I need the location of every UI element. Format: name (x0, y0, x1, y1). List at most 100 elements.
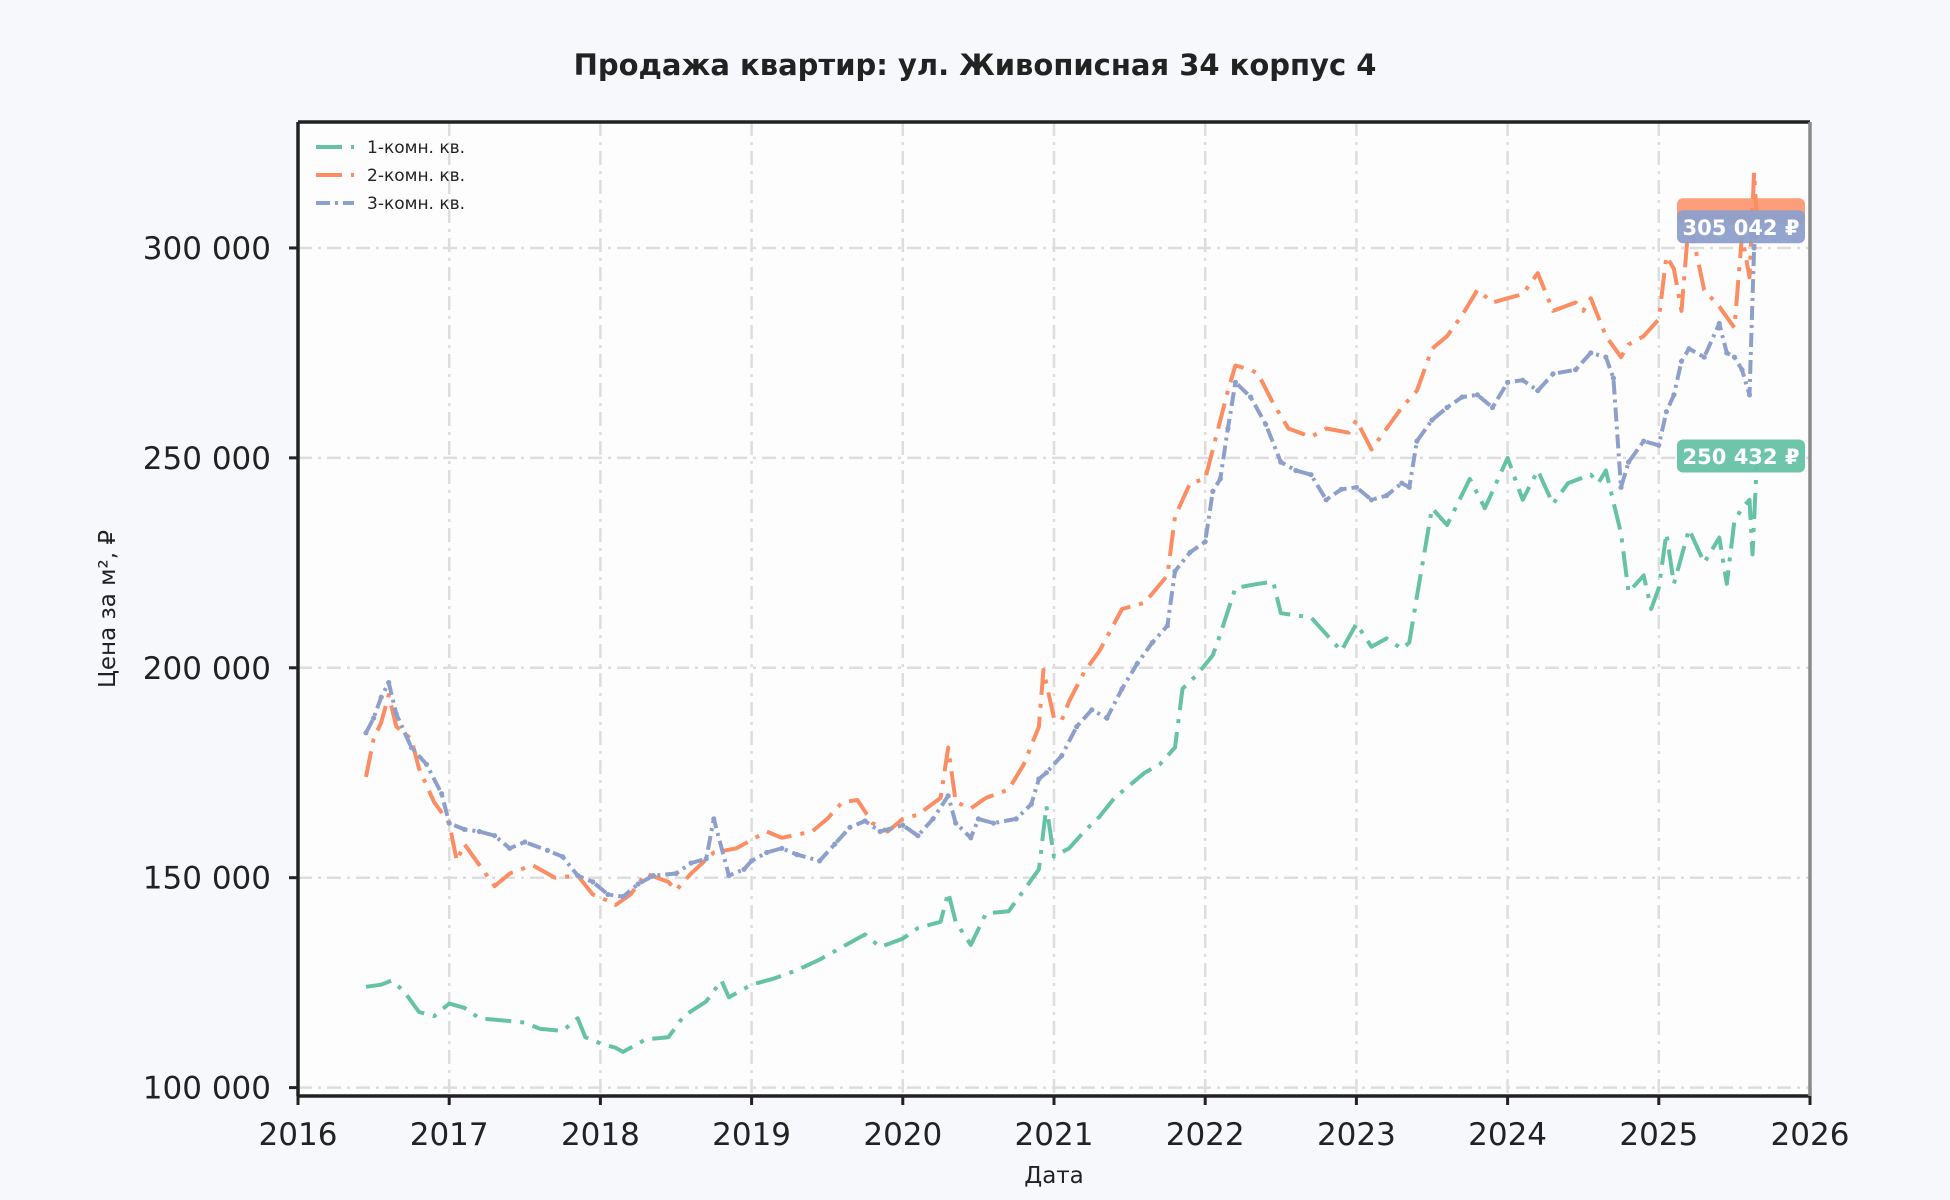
x-tick-label: 2019 (712, 1117, 791, 1153)
series-3-point (1263, 421, 1269, 427)
series-3-point (1618, 484, 1624, 490)
series-3-point (1671, 392, 1677, 398)
series-3-point (764, 849, 770, 856)
series-3-point (1059, 753, 1065, 759)
series-3-point (1164, 623, 1170, 629)
series-3-point (1119, 686, 1125, 692)
series-3-point (1444, 404, 1450, 411)
end-label-text-1: 305 042 ₽ (1683, 216, 1800, 240)
series-3-point (1323, 497, 1329, 503)
y-axis-label: Цена за м², ₽ (95, 530, 121, 688)
series-3-point (1724, 350, 1730, 356)
y-tick-label: 200 000 (143, 651, 271, 687)
series-3-point (476, 828, 482, 835)
series-3-point (779, 845, 785, 851)
series-3-point (1489, 404, 1496, 411)
series-3-point (1036, 776, 1042, 782)
series-3-point (945, 793, 951, 799)
x-tick-label: 2021 (1015, 1117, 1094, 1153)
series-3-point (1678, 358, 1685, 364)
series-3-point (1202, 539, 1208, 545)
series-3-point (1459, 394, 1465, 400)
series-3-point (673, 870, 679, 877)
series-3-point (408, 744, 414, 751)
series-3-point (1134, 661, 1140, 667)
series-3-point (1293, 467, 1299, 474)
series-3-point (930, 816, 936, 822)
series-3-point (378, 694, 384, 700)
series-3-point (862, 818, 868, 824)
series-3-point (492, 833, 498, 839)
series-3-point (1429, 417, 1435, 423)
chart-title: Продажа квартир: ул. Живописная 34 корпу… (573, 48, 1377, 82)
series-3-point (1716, 320, 1722, 327)
x-tick-label: 2016 (259, 1117, 338, 1153)
series-line-1 (365, 455, 1760, 1054)
series-3-point (794, 852, 800, 858)
series-3-point (1626, 459, 1632, 465)
series-3-point (620, 894, 626, 900)
legend-label-1: 1-комн. кв. (367, 138, 465, 158)
series-3-point (1278, 459, 1284, 465)
series-3-point (1739, 367, 1745, 373)
x-tick-label: 2024 (1468, 1117, 1547, 1153)
series-3-point (363, 730, 369, 736)
x-tick-label: 2018 (561, 1117, 640, 1153)
series-3-point (1384, 493, 1390, 499)
series-3-point (1588, 350, 1594, 356)
series-lines (363, 170, 1760, 1054)
legend: 1-комн. кв. 2-комн. кв. 3-комн. кв. (316, 138, 465, 214)
series-3-point (1149, 640, 1155, 646)
series-line-3 (364, 226, 1760, 899)
x-axis-label: Дата (1024, 1163, 1084, 1189)
series-3-point (1656, 442, 1662, 448)
series-3-point (1751, 245, 1757, 251)
series-3-point (1232, 379, 1238, 385)
x-tick-label: 2022 (1166, 1117, 1245, 1153)
x-tick-label: 2025 (1619, 1117, 1698, 1153)
series-3-point (590, 879, 596, 885)
series-3-point (741, 866, 747, 872)
series-3-point (703, 856, 709, 862)
series-3-point (605, 891, 611, 898)
series-3-point (386, 679, 392, 686)
series-3-point (1731, 354, 1737, 360)
series-3-point (1074, 724, 1080, 730)
series-3-point (650, 873, 656, 879)
series-3-point (423, 761, 430, 767)
series-3-point (507, 845, 513, 851)
series-3-point (1641, 438, 1647, 444)
x-tick-label: 2023 (1317, 1117, 1396, 1153)
series-3-point (1686, 346, 1692, 352)
legend-label-2: 2-комн. кв. (367, 166, 465, 186)
series-3-point (371, 715, 377, 721)
series-3-point (393, 711, 399, 717)
series-3-point (749, 858, 755, 864)
series-3-point (1217, 476, 1223, 482)
series-3-point (1225, 425, 1231, 432)
series-3-point (1550, 371, 1556, 377)
series-3-point (877, 828, 883, 835)
legend-label-3: 3-комн. кв. (367, 194, 465, 214)
series-3-point (1308, 472, 1314, 478)
series-3-point (1089, 707, 1095, 713)
series-3-point (560, 854, 566, 860)
series-3-point (975, 816, 982, 822)
series-3-point (900, 822, 906, 828)
series-3-point (575, 873, 581, 879)
series-3-point (1368, 497, 1375, 503)
series-3-point (439, 791, 445, 797)
series-3-point (635, 881, 641, 887)
end-label-badge-2 (1677, 439, 1805, 473)
axes (289, 120, 1812, 1105)
series-3-point (847, 824, 853, 830)
series-3-point (1505, 379, 1511, 385)
y-tick-label: 250 000 (143, 441, 271, 477)
series-line-2 (364, 170, 1760, 907)
series-3-point (1573, 367, 1579, 373)
y-tick-label: 150 000 (143, 861, 271, 897)
series-3-point (1414, 438, 1420, 444)
series-3-point (1172, 568, 1178, 574)
series-3-point (446, 820, 452, 826)
